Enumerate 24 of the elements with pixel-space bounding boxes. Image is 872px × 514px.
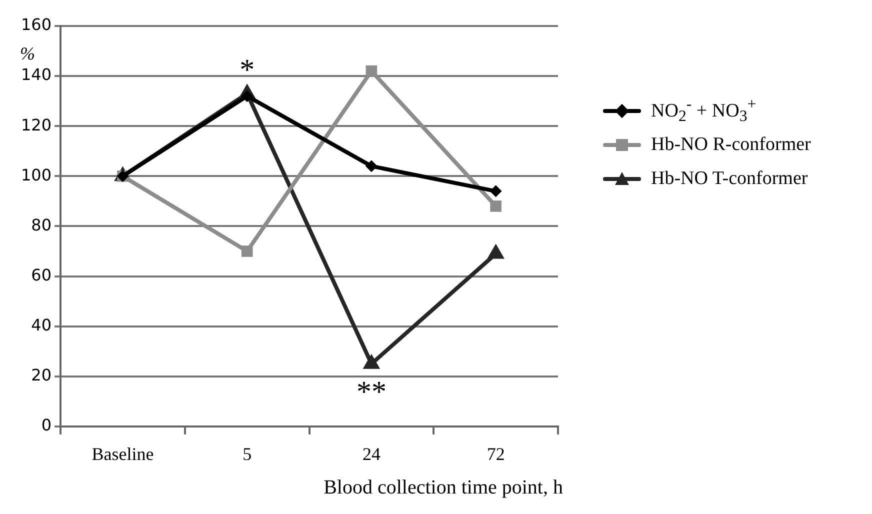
legend-label: Hb-NO R-conformer (651, 134, 811, 156)
x-axis-title: Blood collection time point, h (324, 476, 563, 498)
y-tick-label: 80 (31, 215, 52, 234)
y-tick-label: 40 (31, 315, 52, 334)
point (366, 65, 378, 77)
y-tick-label: 60 (31, 265, 52, 284)
y-tick-label: 0 (41, 416, 52, 435)
point (241, 246, 253, 257)
legend-label: Hb-NO T-conformer (651, 168, 808, 190)
y-tick-label: 140 (20, 65, 52, 84)
x-tick-label: 72 (486, 444, 505, 464)
x-tick-label: Baseline (92, 444, 154, 464)
annotation: ** (356, 376, 386, 409)
y-tick-label: 120 (20, 115, 52, 134)
x-tick-label: 5 (242, 444, 252, 464)
annotation: * (240, 53, 255, 86)
point (490, 185, 502, 198)
y-axis-title: % (20, 44, 35, 64)
y-tick-label: 100 (20, 165, 52, 184)
point (490, 200, 502, 212)
x-tick-label: 24 (362, 444, 380, 464)
y-tick-label: 160 (20, 15, 52, 34)
point (365, 160, 378, 172)
y-tick-label: 20 (31, 366, 52, 385)
